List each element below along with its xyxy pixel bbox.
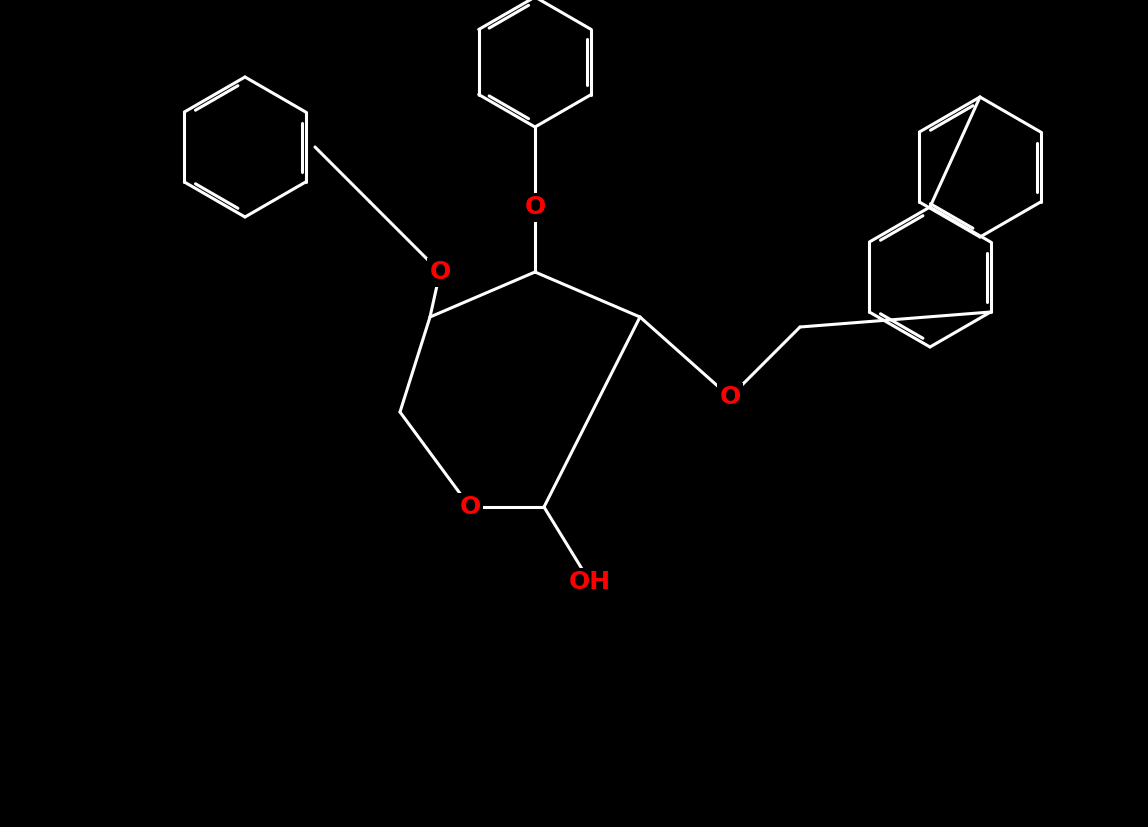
Text: O: O (459, 495, 481, 519)
Text: OH: OH (569, 570, 611, 594)
Text: O: O (429, 260, 451, 284)
Text: O: O (720, 385, 740, 409)
Text: O: O (525, 195, 545, 219)
